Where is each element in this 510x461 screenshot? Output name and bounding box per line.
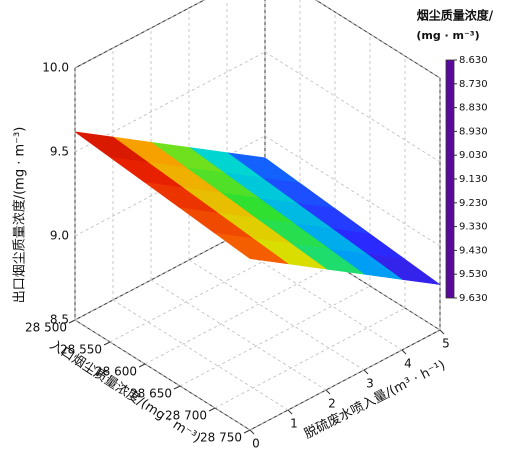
x-tick-label: 28 600 — [95, 365, 137, 379]
z-tick-label: 9.5 — [50, 145, 69, 159]
grid-line — [264, 135, 441, 247]
grid-line — [112, 299, 289, 411]
colorbar-tick-label: 9.330 — [459, 222, 488, 233]
y-tick — [287, 409, 293, 415]
grid-line — [150, 279, 327, 391]
y-axis-label: 脱硫废水喷入量/(m³ · h⁻¹) — [302, 357, 448, 442]
y-tick-label: 2 — [328, 397, 336, 411]
y-tick — [363, 369, 369, 375]
x-tick — [68, 319, 76, 324]
z-axis-label: 出口烟尘质量浓度/(mg · m⁻³) — [12, 127, 28, 304]
box-edge — [314, 0, 441, 79]
y-tick-label: 1 — [290, 417, 298, 431]
colorbar-tick-label: 9.130 — [459, 174, 488, 185]
grid-line — [144, 263, 336, 365]
x-tick — [173, 385, 181, 390]
grid-line — [179, 285, 371, 387]
y-tick — [325, 389, 331, 395]
colorbar-tick-label: 8.830 — [459, 103, 488, 114]
colorbar-unit: (mg · m⁻³) — [416, 29, 479, 42]
colorbar — [445, 59, 455, 299]
colorbar-tick-label: 8.630 — [459, 55, 488, 66]
x-tick-label: 28 500 — [25, 321, 67, 335]
colorbar-tick-label: 8.930 — [459, 126, 488, 137]
x-tick — [208, 407, 216, 412]
y-tick-label: 4 — [404, 357, 412, 371]
x-tick — [138, 363, 146, 368]
grid-line — [74, 0, 206, 69]
y-tick — [439, 329, 445, 335]
grid-line — [188, 259, 365, 371]
grid-line — [315, 0, 441, 79]
x-tick-label: 28 650 — [130, 387, 172, 401]
grid-line — [264, 51, 441, 163]
x-tick-label: 28 750 — [200, 431, 242, 445]
box-edge — [74, 0, 206, 69]
colorbar-title: 烟尘质量浓度/ — [417, 8, 494, 23]
x-tick-label: 28 550 — [60, 343, 102, 357]
colorbar-tick-label: 9.630 — [459, 293, 488, 304]
y-tick-label: 5 — [442, 337, 450, 351]
z-tick-label: 8.5 — [50, 313, 69, 327]
colorbar-tick-label: 9.230 — [459, 198, 488, 209]
y-tick — [249, 429, 255, 435]
x-tick — [243, 429, 251, 434]
colorbar-tick-label: 9.430 — [459, 245, 488, 256]
z-tick-label: 10.0 — [42, 61, 69, 75]
x-tick — [103, 341, 111, 346]
x-tick-label: 28 700 — [165, 409, 207, 423]
colorbar-tick-label: 9.530 — [459, 269, 488, 280]
grid-line — [74, 319, 251, 431]
z-tick-label: 9.0 — [50, 229, 69, 243]
y-tick-label: 3 — [366, 377, 374, 391]
grid-line — [264, 219, 441, 331]
box-edge — [249, 329, 441, 431]
colorbar-tick-label: 8.730 — [459, 79, 488, 90]
y-tick-label: 0 — [252, 437, 260, 451]
grid-line — [226, 239, 403, 351]
y-tick — [401, 349, 407, 355]
colorbar-tick-label: 9.030 — [459, 150, 488, 161]
surface-patch — [214, 232, 289, 265]
